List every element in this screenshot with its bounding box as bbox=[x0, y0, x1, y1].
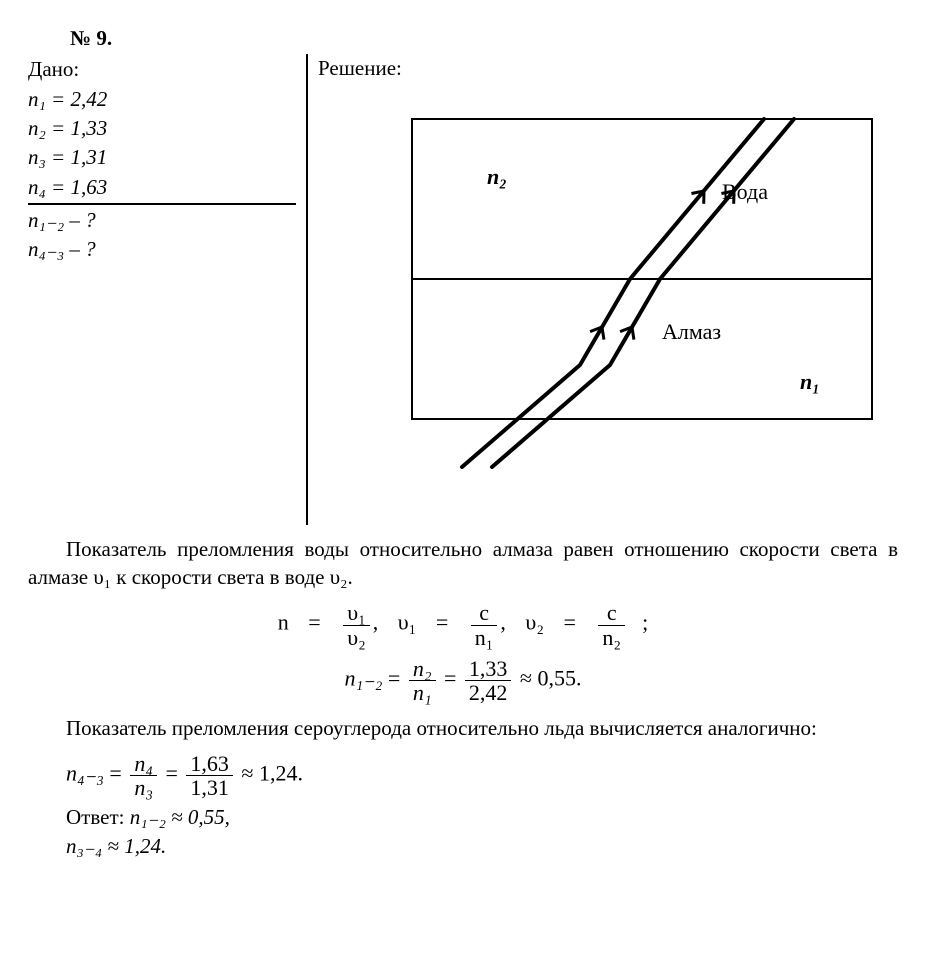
solution-column: Решение: Вода Алмаз n₂ n₁ bbox=[308, 54, 898, 524]
frac-den: 1,31 bbox=[186, 775, 233, 799]
answer-2: n₃₋₄ ≈ 1,24. bbox=[66, 832, 898, 860]
given-column: Дано: n₁ = 2,42 n₂ = 1,33 n₃ = 1,31 n₄ =… bbox=[28, 54, 308, 524]
answer-label: Ответ: bbox=[66, 805, 124, 829]
frac-n2n1: n₂ n₁ bbox=[409, 657, 436, 704]
answer-block: Ответ: n₁₋₂ ≈ 0,55, n₃₋₄ ≈ 1,24. bbox=[66, 803, 898, 860]
svg-text:n₁: n₁ bbox=[800, 369, 820, 394]
given-n1: n₁ = 2,42 bbox=[28, 85, 296, 113]
given-label: Дано: bbox=[28, 55, 296, 83]
given-solution-grid: Дано: n₁ = 2,42 n₂ = 1,33 n₃ = 1,31 n₄ =… bbox=[28, 54, 898, 524]
frac-num: 1,33 bbox=[465, 657, 512, 680]
lhs-n12: n₁₋₂ bbox=[345, 665, 383, 690]
find-1: n₁₋₂ – ? bbox=[28, 206, 296, 234]
frac-v1v2: υ₁ υ₂ bbox=[343, 601, 370, 648]
lhs-n43: n₄₋₃ bbox=[66, 761, 104, 786]
frac-cn2: c n₂ bbox=[598, 601, 625, 648]
sym-v1: υ₁ bbox=[398, 610, 417, 635]
refraction-diagram: Вода Алмаз n₂ n₁ bbox=[318, 89, 898, 469]
sym-v2: υ₂ bbox=[525, 610, 544, 635]
frac-num: n₄ bbox=[130, 752, 157, 775]
paragraph-2: Показатель преломления сероуглерода отно… bbox=[28, 714, 898, 742]
paragraph-1: Показатель преломления воды относительно… bbox=[28, 535, 898, 592]
svg-text:Вода: Вода bbox=[722, 179, 768, 204]
frac-133-242: 1,33 2,42 bbox=[465, 657, 512, 704]
formula-line-1: n = υ₁ υ₂ , υ₁ = c n₁ , υ₂ = c n₂ ; bbox=[28, 601, 898, 648]
solution-label: Решение: bbox=[318, 54, 898, 82]
frac-n4n3: n₄ n₃ bbox=[130, 752, 157, 799]
frac-num: c bbox=[598, 601, 625, 624]
find-2: n₄₋₃ – ? bbox=[28, 235, 296, 263]
approx-055: ≈ 0,55. bbox=[520, 665, 582, 690]
frac-den: n₁ bbox=[409, 680, 436, 704]
given-n3: n₃ = 1,31 bbox=[28, 143, 296, 171]
frac-num: c bbox=[471, 601, 498, 624]
diagram-svg: Вода Алмаз n₂ n₁ bbox=[342, 89, 882, 469]
frac-cn1: c n₁ bbox=[471, 601, 498, 648]
sym-n: n bbox=[278, 610, 289, 635]
frac-num: n₂ bbox=[409, 657, 436, 680]
answer-1: n₁₋₂ ≈ 0,55, bbox=[130, 805, 230, 829]
frac-den: n₃ bbox=[130, 775, 157, 799]
frac-den: 2,42 bbox=[465, 680, 512, 704]
given-n2: n₂ = 1,33 bbox=[28, 114, 296, 142]
svg-text:n₂: n₂ bbox=[487, 164, 507, 189]
frac-163-131: 1,63 1,31 bbox=[186, 752, 233, 799]
frac-den: υ₂ bbox=[343, 625, 370, 649]
frac-den: n₂ bbox=[598, 625, 625, 649]
given-divider bbox=[28, 203, 296, 205]
given-n4: n₄ = 1,63 bbox=[28, 173, 296, 201]
formula-line-2: n₁₋₂ = n₂ n₁ = 1,33 2,42 ≈ 0,55. bbox=[28, 657, 898, 704]
frac-num: 1,63 bbox=[186, 752, 233, 775]
frac-num: υ₁ bbox=[343, 601, 370, 624]
problem-number: № 9. bbox=[28, 24, 898, 52]
formula-line-3: n₄₋₃ = n₄ n₃ = 1,63 1,31 ≈ 1,24. bbox=[66, 752, 898, 799]
svg-text:Алмаз: Алмаз bbox=[662, 319, 721, 344]
approx-124: ≈ 1,24. bbox=[241, 761, 303, 786]
frac-den: n₁ bbox=[471, 625, 498, 649]
